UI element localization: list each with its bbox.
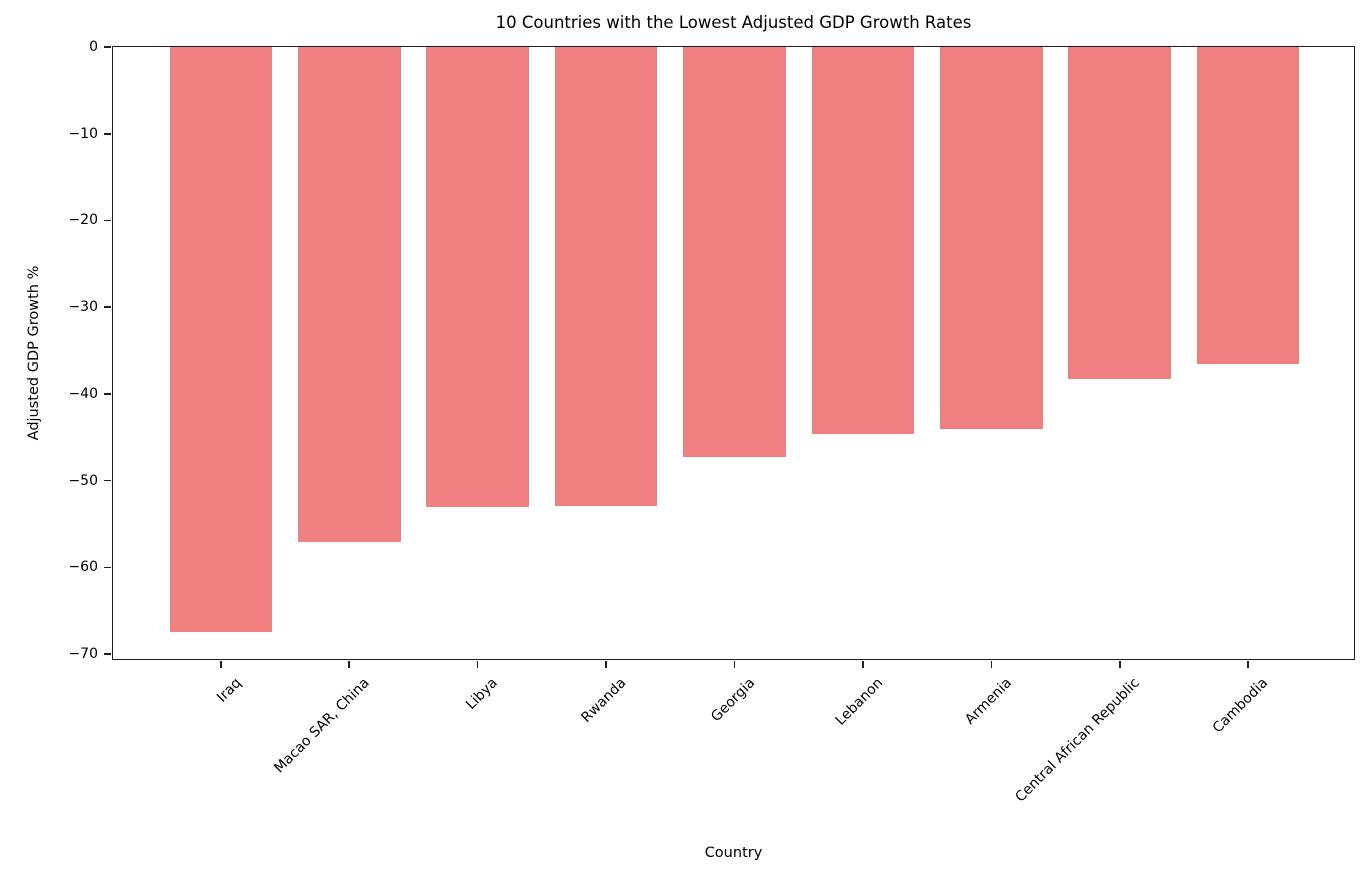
bar-armenia — [939, 47, 1043, 429]
x-tick-label: Cambodia — [1210, 675, 1272, 737]
x-tick-mark — [348, 661, 351, 668]
x-tick-label: Central African Republic — [1012, 675, 1144, 806]
y-tick-mark — [104, 306, 112, 308]
bar-macao-sar-china — [297, 47, 401, 543]
y-tick-mark — [104, 132, 112, 135]
x-tick-mark — [605, 661, 607, 668]
bar-georgia — [683, 47, 786, 458]
x-tick-mark — [990, 661, 993, 668]
bar-lebanon — [811, 47, 915, 434]
x-tick-label: Macao SAR, China — [271, 675, 373, 777]
x-tick-mark — [1118, 661, 1121, 668]
x-axis-title: Country — [704, 845, 763, 861]
y-tick-mark — [104, 219, 112, 222]
bar-iraq — [169, 47, 273, 632]
x-tick-mark — [220, 661, 222, 668]
y-tick-mark — [104, 46, 112, 48]
x-tick-mark — [476, 661, 479, 668]
y-tick-mark — [104, 566, 112, 569]
y-tick-label: −20 — [68, 212, 98, 229]
y-tick-label: −40 — [68, 385, 98, 402]
chart-title: 10 Countries with the Lowest Adjusted GD… — [495, 13, 972, 32]
y-tick-mark — [104, 393, 112, 395]
x-tick-label: Lebanon — [832, 675, 887, 729]
y-axis-title: Adjusted GDP Growth % — [26, 265, 42, 441]
x-tick-label: Rwanda — [578, 675, 630, 726]
plot-area: Iraq Macao SAR, China Libya Rwanda Georgia Le… — [68, 39, 1355, 805]
y-tick-label: −70 — [68, 646, 98, 663]
y-tick-label: −10 — [68, 125, 98, 142]
x-tick-label: Armenia — [961, 675, 1015, 728]
bar-libya — [426, 47, 530, 507]
bar-central-african-republic — [1068, 47, 1172, 380]
x-tick-label: Georgia — [707, 675, 758, 726]
x-tick-label: Libya — [463, 675, 502, 713]
y-tick-label: −50 — [68, 472, 98, 489]
x-tick-label: Iraq — [213, 675, 245, 706]
y-tick-label: −60 — [68, 559, 98, 576]
bar-rwanda — [554, 47, 658, 506]
x-tick-mark — [733, 661, 736, 668]
bar-cambodia — [1196, 47, 1300, 365]
y-tick-label: −30 — [68, 299, 98, 316]
x-tick-mark — [862, 661, 864, 668]
y-tick-mark — [104, 479, 112, 482]
y-tick-label: 0 — [89, 39, 98, 55]
x-tick-mark — [1247, 661, 1249, 668]
y-tick-mark — [104, 653, 112, 655]
